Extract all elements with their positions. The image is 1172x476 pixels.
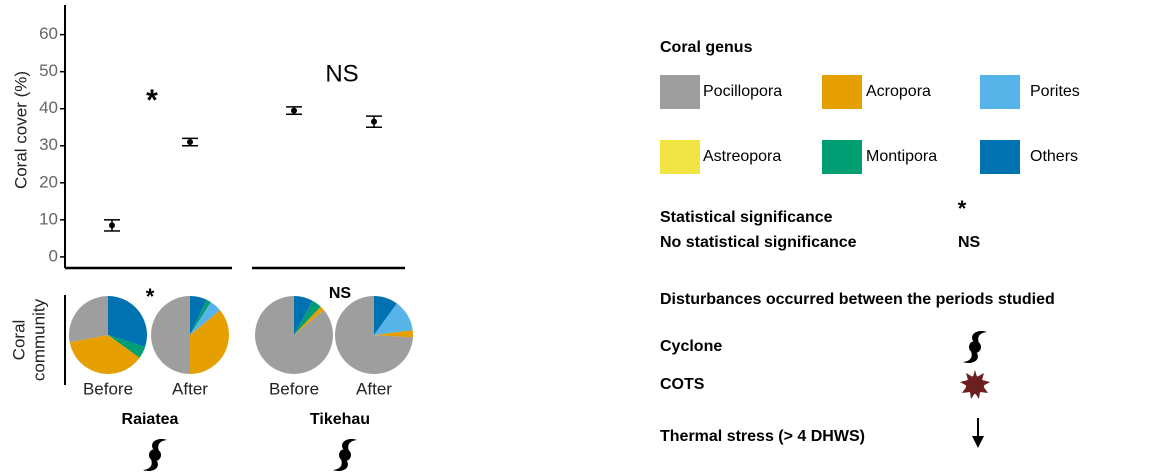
pie-slice [374, 303, 413, 335]
key-text: Thermal stress (> 4 DHWS) [660, 428, 865, 445]
legend-label: Others [1030, 148, 1078, 165]
point [187, 139, 193, 146]
pie-slice [374, 296, 397, 335]
key-symbol: NS [958, 234, 981, 251]
legend-label: Astreopora [703, 148, 781, 165]
pie-axis-label: community [29, 298, 48, 381]
pie-slice [294, 306, 325, 335]
annotation: * [146, 84, 158, 117]
group-label: Tikehau [310, 411, 370, 428]
y-tick-label: 60 [39, 24, 58, 43]
pie-slice [151, 296, 190, 374]
key-text: Disturbances occurred between the period… [660, 291, 1055, 308]
pie-slice [374, 330, 414, 338]
pie-label: After [172, 379, 208, 398]
key-text: COTS [660, 376, 705, 393]
legend-label: Montipora [866, 148, 937, 165]
legend-swatch [660, 75, 700, 109]
pie-slice [108, 335, 146, 358]
key-text: No statistical significance [660, 234, 857, 251]
pie-slice [69, 335, 140, 374]
legend-swatch [980, 75, 1020, 109]
pie-slice [294, 296, 313, 335]
key-text: Statistical significance [660, 209, 833, 226]
point [109, 222, 115, 229]
pie-slice [335, 296, 413, 375]
legend-swatch [980, 140, 1020, 174]
cyclone-icon [963, 331, 987, 363]
annotation: * [146, 284, 155, 309]
annotation: NS [325, 60, 358, 87]
pie-slice [190, 310, 229, 374]
pie-slice [190, 299, 211, 335]
legend-label: Porites [1030, 83, 1080, 100]
legend-label: Acropora [866, 83, 931, 100]
point [371, 118, 377, 125]
pie-label: Before [83, 379, 133, 398]
group-label: Raiatea [122, 411, 179, 428]
y-tick-label: 20 [39, 172, 58, 191]
pie-slice [294, 300, 321, 335]
y-tick-label: 30 [39, 135, 58, 154]
cots-icon [960, 370, 990, 399]
y-tick-label: 50 [39, 61, 58, 80]
cyclone-icon [333, 439, 357, 471]
key-text: Cyclone [660, 338, 722, 355]
legend-swatch [660, 140, 700, 174]
y-axis-label: Coral cover (%) [11, 71, 30, 189]
legend-label: Pocillopora [703, 83, 782, 100]
pie-label: Before [269, 379, 319, 398]
annotation: NS [329, 285, 352, 302]
pie-label: After [356, 379, 392, 398]
y-tick-label: 40 [39, 98, 58, 117]
y-tick-label: 10 [39, 209, 58, 228]
pie-slice [108, 296, 147, 348]
y-tick-label: 0 [49, 246, 58, 265]
pie-slice [190, 296, 207, 335]
legend-title: Coral genus [660, 39, 753, 56]
legend-swatch [822, 75, 862, 109]
legend-swatch [822, 140, 862, 174]
key-symbol: * [958, 196, 967, 221]
pie-slice [255, 296, 333, 374]
pie-slice [190, 302, 221, 335]
pie-axis-label: Coral [9, 320, 28, 361]
thermal-icon [972, 418, 984, 448]
cyclone-icon [143, 439, 167, 471]
point [291, 107, 297, 114]
pie-slice [68, 296, 108, 343]
